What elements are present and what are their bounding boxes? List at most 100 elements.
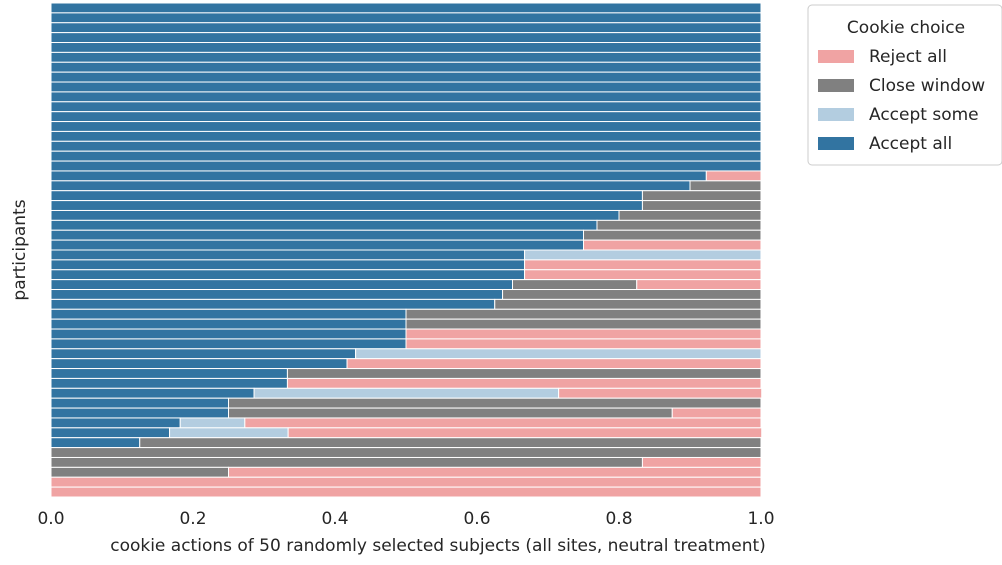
bar-segment bbox=[50, 71, 762, 83]
bar-segment bbox=[524, 259, 762, 271]
bar-segment bbox=[50, 2, 762, 14]
bar-segment bbox=[671, 407, 762, 419]
bar-segment bbox=[558, 387, 763, 399]
bar-segment bbox=[50, 486, 762, 498]
bar-segment bbox=[50, 42, 762, 53]
bar-segment bbox=[50, 269, 526, 281]
bar-segment bbox=[50, 407, 229, 419]
legend-swatch bbox=[818, 50, 854, 63]
bar-segment bbox=[50, 358, 348, 370]
x-tick-label: 0.6 bbox=[463, 509, 490, 529]
bar-segment bbox=[50, 229, 584, 241]
bar-segment bbox=[641, 200, 762, 211]
bar-segment bbox=[50, 476, 762, 488]
bar-segment bbox=[618, 209, 762, 221]
bar-segment bbox=[50, 298, 496, 310]
bar-segment bbox=[641, 190, 762, 202]
bar-segment bbox=[50, 219, 598, 231]
bar-segment bbox=[50, 51, 762, 63]
bar-segment bbox=[50, 200, 643, 211]
bar-segment bbox=[50, 180, 691, 192]
bar-segment bbox=[50, 338, 407, 350]
bar-segment bbox=[50, 209, 620, 221]
bar-segment bbox=[689, 180, 762, 192]
legend-box bbox=[807, 4, 1002, 166]
x-tick-label: 1.0 bbox=[747, 509, 774, 529]
bar-segment bbox=[50, 190, 643, 202]
bar-segment bbox=[286, 377, 762, 389]
bar-segment bbox=[50, 289, 504, 300]
bar-segment bbox=[50, 328, 407, 340]
bar-segment bbox=[636, 279, 762, 291]
bar-segment bbox=[50, 318, 407, 330]
bar-segment bbox=[50, 427, 171, 439]
bar-segment bbox=[50, 456, 643, 468]
bar-segment bbox=[139, 437, 762, 449]
bar-segment bbox=[179, 417, 246, 429]
bar-segment bbox=[512, 279, 638, 291]
bar-segment bbox=[583, 239, 762, 251]
bar-segment bbox=[502, 289, 762, 300]
bar-segment bbox=[494, 298, 762, 310]
bar-segment bbox=[50, 22, 762, 34]
bar-segment bbox=[405, 308, 762, 320]
bar-segment bbox=[253, 387, 560, 399]
bar-segment bbox=[50, 466, 229, 478]
bar-segment bbox=[641, 456, 762, 468]
bar-segment bbox=[50, 387, 255, 399]
bar-segment bbox=[286, 368, 762, 379]
bar-segment bbox=[50, 417, 181, 429]
x-tick-label: 0.2 bbox=[179, 509, 206, 529]
bar-segment bbox=[244, 417, 762, 429]
bar-segment bbox=[228, 407, 673, 419]
bar-segment bbox=[583, 229, 762, 241]
bar-segment bbox=[50, 348, 357, 360]
bar-segment bbox=[50, 81, 762, 93]
bar-segment bbox=[50, 160, 762, 172]
bar-segment bbox=[405, 318, 762, 330]
bar-segment bbox=[705, 170, 762, 182]
bar-segment bbox=[50, 377, 288, 389]
bar-segment bbox=[50, 111, 762, 123]
bar-segment bbox=[50, 12, 762, 24]
bar-segment bbox=[405, 338, 762, 350]
legend-label: Accept some bbox=[869, 105, 979, 125]
bar-segment bbox=[50, 32, 762, 44]
bar-segment bbox=[50, 437, 141, 449]
bar-segment bbox=[50, 397, 229, 409]
bar-segment bbox=[405, 328, 762, 340]
bar-segment bbox=[50, 259, 526, 271]
x-tick-label: 0.0 bbox=[37, 509, 64, 529]
bar-segment bbox=[50, 140, 762, 152]
x-tick-label: 0.8 bbox=[605, 509, 632, 529]
bar-segment bbox=[50, 170, 707, 182]
bar-segment bbox=[50, 121, 762, 132]
bar-segment bbox=[228, 466, 762, 478]
bar-segment bbox=[50, 130, 762, 142]
legend-swatch bbox=[818, 79, 854, 92]
bar-segment bbox=[50, 101, 762, 113]
bar-segment bbox=[169, 427, 289, 439]
bar-segment bbox=[524, 249, 762, 261]
bar-segment bbox=[50, 239, 584, 251]
bar-segment bbox=[50, 279, 513, 291]
bar-segment bbox=[50, 91, 762, 103]
legend-swatch bbox=[818, 108, 854, 121]
legend-label: Close window bbox=[869, 76, 985, 96]
bar-segment bbox=[355, 348, 762, 360]
x-axis-label: cookie actions of 50 randomly selected s… bbox=[110, 536, 766, 556]
legend-label: Accept all bbox=[869, 134, 952, 154]
x-tick-label: 0.4 bbox=[321, 509, 348, 529]
bar-segment bbox=[50, 368, 288, 379]
y-axis-label: participants bbox=[10, 199, 30, 300]
bar-segment bbox=[50, 308, 407, 320]
bar-segment bbox=[346, 358, 762, 370]
bar-segment bbox=[596, 219, 762, 231]
bar-segment bbox=[228, 397, 762, 409]
bar-segment bbox=[50, 447, 762, 458]
bar-segment bbox=[50, 150, 762, 162]
bar-segment bbox=[50, 61, 762, 73]
legend-swatch bbox=[818, 137, 854, 150]
bar-segment bbox=[50, 249, 526, 261]
